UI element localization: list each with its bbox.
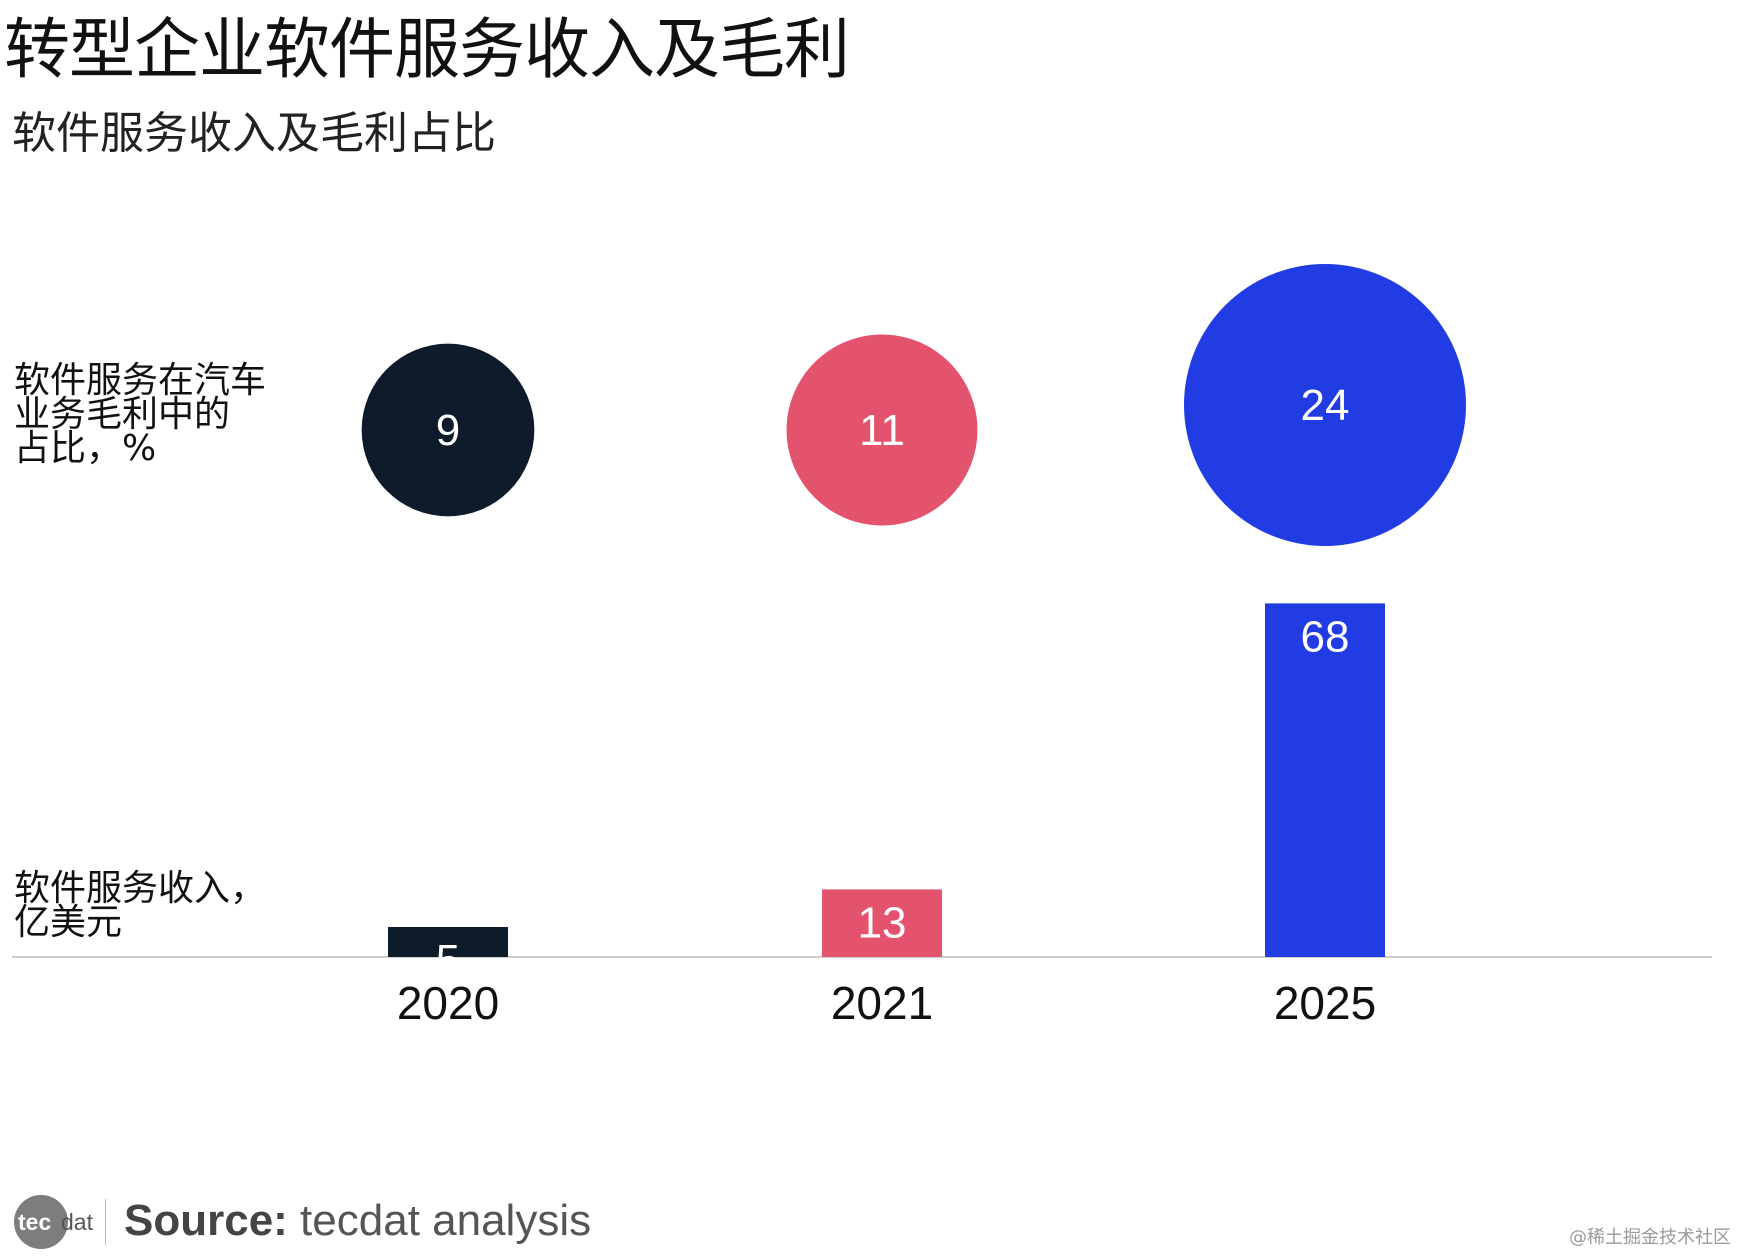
bar-value-label-2020: 5 bbox=[436, 936, 460, 985]
revenue-row-label: 软件服务收入， 亿美元 bbox=[14, 868, 267, 943]
page-subtitle: 软件服务收入及毛利占比 bbox=[12, 108, 496, 159]
bubble-2020 bbox=[361, 343, 535, 517]
bar-2020 bbox=[388, 927, 508, 957]
x-tick-label-2025: 2025 bbox=[1274, 977, 1376, 1029]
bubble-2025 bbox=[1184, 264, 1466, 546]
source-note: Source: tecdat analysis bbox=[124, 1196, 591, 1246]
source-text: tecdat analysis bbox=[287, 1196, 592, 1245]
share-row-label: 软件服务在汽车 业务毛利中的 占比，% bbox=[14, 360, 267, 469]
page-title: 转型企业软件服务收入及毛利 bbox=[4, 11, 850, 88]
watermark: @稀土掘金技术社区 bbox=[1569, 1227, 1731, 1248]
bar-2021 bbox=[822, 889, 942, 957]
bar-2025 bbox=[1265, 603, 1385, 957]
x-tick-label-2020: 2020 bbox=[397, 977, 499, 1029]
source-prefix: Source: bbox=[124, 1196, 288, 1245]
bubble-value-label-2021: 11 bbox=[859, 406, 905, 455]
bubble-value-label-2025: 24 bbox=[1301, 381, 1350, 430]
logo-text-b: dat bbox=[61, 1209, 94, 1235]
bubble-2021 bbox=[786, 334, 978, 526]
logo-text-a: tec bbox=[18, 1209, 51, 1235]
bubble-value-label-2020: 9 bbox=[436, 406, 460, 455]
x-tick-label-2021: 2021 bbox=[831, 977, 933, 1029]
bar-value-label-2021: 13 bbox=[858, 898, 907, 947]
bar-value-label-2025: 68 bbox=[1301, 612, 1350, 661]
tecdat-logo: tec dat bbox=[14, 1195, 106, 1249]
